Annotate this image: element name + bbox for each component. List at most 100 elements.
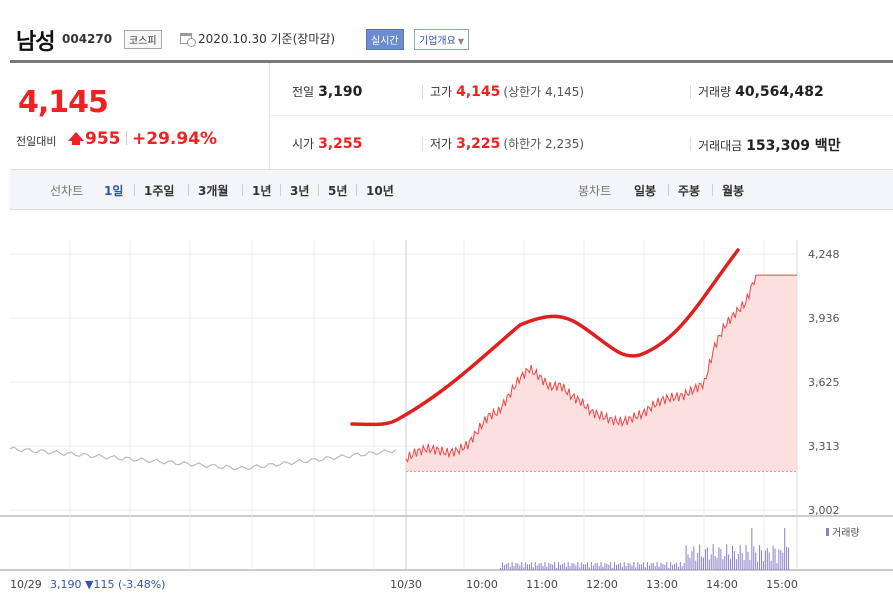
prev-close-stat: 전일 3,190 <box>292 83 362 100</box>
market-badge: 코스피 <box>124 30 162 49</box>
tab-5y[interactable]: 5년 <box>328 184 348 198</box>
volume-bar <box>695 560 697 570</box>
date-text: 2020.10.30 기준(장마감) <box>198 32 336 46</box>
tab-daily-candle[interactable]: 일봉 <box>634 184 657 198</box>
volume-bar <box>704 549 706 570</box>
volume-bar <box>588 567 590 570</box>
divider <box>668 184 669 196</box>
volume-bar <box>753 546 755 570</box>
volume-bar <box>629 563 631 570</box>
divider <box>280 184 281 196</box>
volume-bar <box>683 563 685 570</box>
volume-bar <box>726 544 728 570</box>
realtime-button[interactable]: 실시간 <box>366 29 404 50</box>
intraday-price-chart[interactable]: 4,248 3,936 3,625 3,313 3,002 거래량 10/30 10:00 11… <box>0 220 893 616</box>
volume-bar <box>675 562 677 570</box>
volume-bar <box>737 553 739 570</box>
tab-1d[interactable]: 1일 <box>104 184 124 198</box>
volume-bar <box>639 564 641 570</box>
volume-bar <box>641 564 643 570</box>
volume-bar <box>573 563 575 570</box>
volume-bar <box>749 559 751 570</box>
change-value: 955 <box>85 129 121 149</box>
volume-bar <box>732 546 733 570</box>
divider <box>356 184 357 196</box>
volume-bar <box>527 564 529 570</box>
divider <box>242 184 243 196</box>
volume-bar <box>784 528 786 570</box>
volume-bar <box>747 551 749 570</box>
volume-bar <box>515 563 517 570</box>
volume-bar <box>772 545 774 570</box>
volume-bar <box>780 550 782 570</box>
low-value: 3,225 <box>456 136 501 152</box>
tab-weekly-candle[interactable]: 주봉 <box>678 184 701 198</box>
tab-1y[interactable]: 1년 <box>252 184 272 198</box>
volume-bar <box>606 563 608 570</box>
y-tick-label: 3,936 <box>808 312 840 325</box>
volume-bar <box>685 545 687 570</box>
volume-bar <box>614 562 616 570</box>
volume-bar <box>534 562 536 570</box>
volume-bar <box>563 562 565 570</box>
candle-chart-label: 봉차트 <box>578 184 612 198</box>
volume-bar <box>590 562 592 570</box>
tab-10y[interactable]: 10년 <box>366 184 394 198</box>
volume-bar <box>608 564 610 570</box>
high-label: 고가 <box>430 85 453 99</box>
y-tick-label: 3,625 <box>808 376 840 389</box>
divider <box>422 137 423 151</box>
volume-bar <box>523 567 525 570</box>
volume-bar <box>503 564 505 570</box>
tab-3m[interactable]: 3개월 <box>198 184 229 198</box>
volume-bar <box>548 562 550 570</box>
volume-legend-swatch <box>826 528 829 536</box>
volume-bar <box>662 563 664 570</box>
volume-bar <box>530 562 532 570</box>
volume-bar <box>579 567 581 570</box>
volume-bar <box>701 556 703 570</box>
tab-1w[interactable]: 1주일 <box>144 184 175 198</box>
prev-close-label: 전일 <box>292 85 315 99</box>
tab-monthly-candle[interactable]: 월봉 <box>722 184 745 198</box>
volume-bar <box>687 554 689 570</box>
volume-bar <box>728 554 730 570</box>
y-tick-label: 3,313 <box>808 440 840 453</box>
volume-bar <box>712 544 714 570</box>
trade-amount-label: 거래대금 <box>698 139 743 153</box>
volume-bar <box>691 551 693 570</box>
tab-3y[interactable]: 3년 <box>290 184 310 198</box>
volume-bar <box>521 562 523 570</box>
company-overview-button[interactable]: 기업개요 ▼ <box>414 29 469 50</box>
volume-bar <box>511 562 513 570</box>
volume-bar <box>500 568 501 570</box>
volume-bar <box>757 561 759 570</box>
volume-bar <box>581 562 583 570</box>
volume-bar <box>577 562 579 570</box>
volume-bar <box>739 545 741 570</box>
y-tick-label: 3,002 <box>808 504 840 517</box>
volume-bar <box>631 565 633 570</box>
volume-bar <box>519 565 521 570</box>
volume-bar <box>759 545 761 570</box>
current-price-panel: 4,145 전일대비 955 +29.94% <box>10 63 270 170</box>
volume-bar <box>558 562 559 570</box>
price-area-fill <box>406 275 797 472</box>
volume-bar <box>610 562 612 570</box>
volume-bar <box>604 562 606 570</box>
volume-bar <box>745 545 747 570</box>
annotation-curve <box>350 248 740 427</box>
volume-bar <box>619 562 621 570</box>
volume-bar <box>776 562 778 570</box>
divider <box>126 131 127 145</box>
volume-bar <box>532 567 534 570</box>
x-tick-label: 15:00 <box>766 578 798 591</box>
volume-bar <box>720 549 722 570</box>
volume-bar <box>625 566 627 570</box>
volume-bar <box>768 552 770 570</box>
volume-bar <box>645 567 646 570</box>
volume-bar <box>650 563 652 570</box>
price-summary: 4,145 전일대비 955 +29.94% 전일 3,190 고가 4,145 (상… <box>10 60 893 170</box>
volume-bar <box>635 567 637 570</box>
volume-bar <box>550 563 552 570</box>
